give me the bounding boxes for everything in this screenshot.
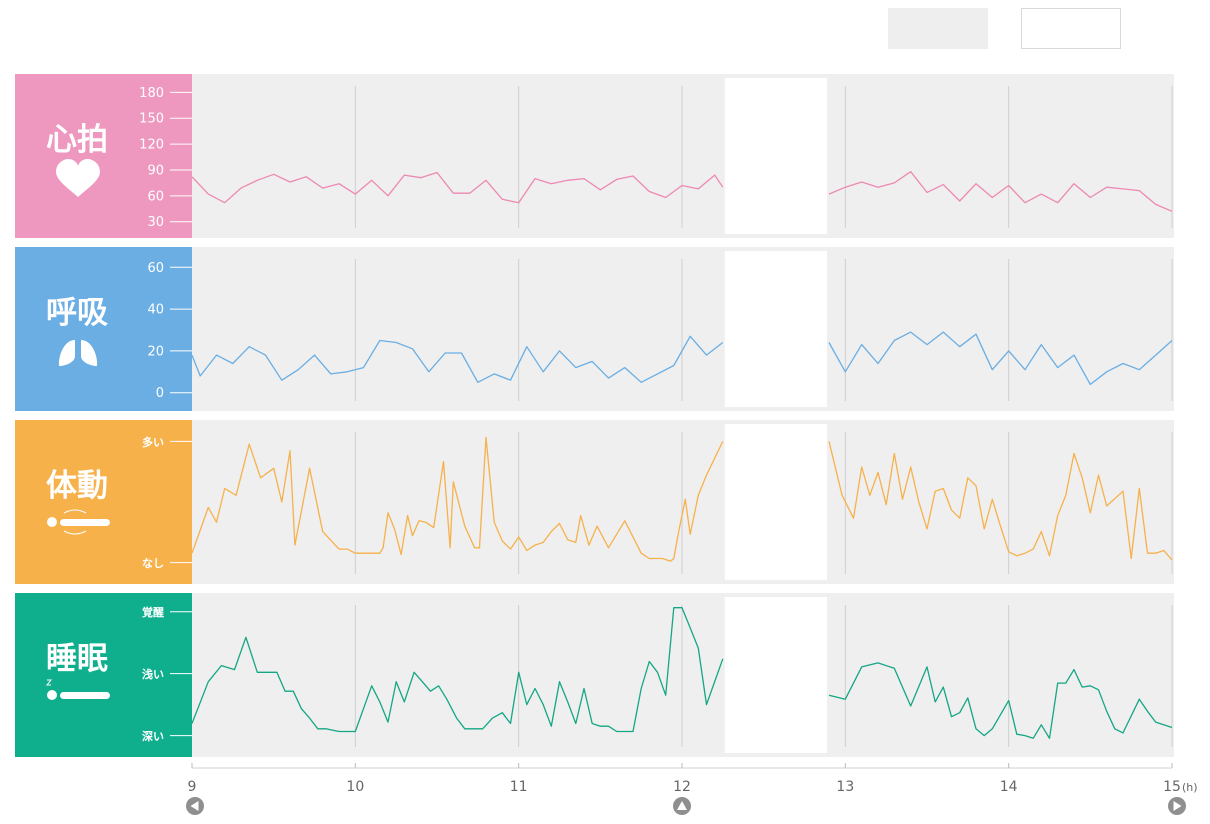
y-tick-label: 40 — [147, 303, 164, 318]
panel-label-bg — [15, 593, 192, 757]
y-tick-label: 60 — [147, 189, 164, 204]
series-line-motion-before-gap — [191, 436, 724, 562]
right-lung — [81, 340, 98, 366]
series-line-motion-after-gap — [828, 441, 1173, 561]
panel-title: 心拍 — [46, 122, 108, 158]
motion-arc-bottom — [63, 530, 87, 535]
panel-title: 睡眠 — [46, 641, 108, 677]
lying-person-moving-icon — [47, 509, 110, 535]
head — [47, 517, 57, 527]
series-line-breath-after-gap — [828, 331, 1173, 386]
panel-title: 体動 — [46, 468, 108, 504]
view-toggle-button-a[interactable] — [888, 8, 988, 49]
plot-area — [192, 74, 1174, 238]
y-tick-label: 30 — [147, 215, 164, 230]
body — [60, 519, 110, 526]
heart-icon — [56, 159, 100, 197]
data-gap — [724, 597, 827, 753]
y-tick-label: 180 — [139, 86, 164, 101]
panel-label-bg — [15, 420, 192, 584]
y-tick-label: 多い — [142, 435, 164, 449]
x-tick-label: 10 — [346, 779, 364, 795]
x-tick-label: 9 — [188, 779, 197, 795]
panel-label-bg — [15, 247, 192, 411]
head — [47, 690, 57, 700]
next-button[interactable] — [1168, 797, 1186, 815]
plot-area — [192, 593, 1174, 757]
x-tick-label: 12 — [673, 779, 691, 795]
x-tick-label: 11 — [510, 779, 528, 795]
x-tick-label: 15 — [1163, 779, 1181, 795]
y-tick-label: 0 — [156, 386, 164, 401]
series-line-sleep-after-gap — [828, 662, 1173, 739]
data-gap — [724, 251, 827, 407]
panel-label-bg — [15, 74, 192, 238]
y-tick-label: 深い — [142, 729, 164, 743]
y-tick-label: 120 — [139, 138, 164, 153]
series-line-sleep-before-gap — [191, 607, 724, 733]
panel-breath: 呼吸 60 40 20 0 — [15, 247, 1174, 411]
y-tick-label: 150 — [139, 112, 164, 127]
motion-arc-top — [63, 509, 87, 514]
triangle-right-icon — [1173, 801, 1182, 811]
series-line-heart-after-gap — [828, 171, 1173, 212]
sleeping-person-icon — [45, 679, 110, 700]
data-gap — [724, 78, 827, 234]
x-axis-unit: (h) — [1182, 781, 1198, 794]
y-tick-label: 20 — [147, 344, 164, 359]
x-tick-label: 13 — [836, 779, 854, 795]
zzz-mark — [45, 679, 53, 686]
series-line-heart-before-gap — [191, 171, 724, 204]
panel-title: 呼吸 — [46, 295, 108, 331]
body — [60, 692, 110, 699]
triangle-left-icon — [190, 801, 199, 811]
series-line-breath-before-gap — [191, 335, 724, 383]
y-tick-label: 90 — [147, 163, 164, 178]
y-tick-label: なし — [142, 557, 164, 570]
current-time-button[interactable] — [673, 797, 691, 815]
triangle-up-icon — [677, 801, 687, 810]
prev-button[interactable] — [186, 797, 204, 815]
left-lung — [58, 340, 75, 366]
y-tick-label: 60 — [147, 261, 164, 276]
y-tick-label: 浅い — [142, 667, 164, 681]
view-toggle-button-b[interactable] — [1021, 8, 1121, 49]
data-gap — [724, 424, 827, 580]
y-tick-label: 覚醒 — [141, 605, 164, 619]
plot-area — [192, 420, 1174, 584]
plot-area — [192, 247, 1174, 411]
x-tick-label: 14 — [1000, 779, 1018, 795]
panel-heart: 心拍 180 150 120 90 60 30 — [15, 74, 1174, 238]
lungs-icon — [58, 340, 98, 366]
